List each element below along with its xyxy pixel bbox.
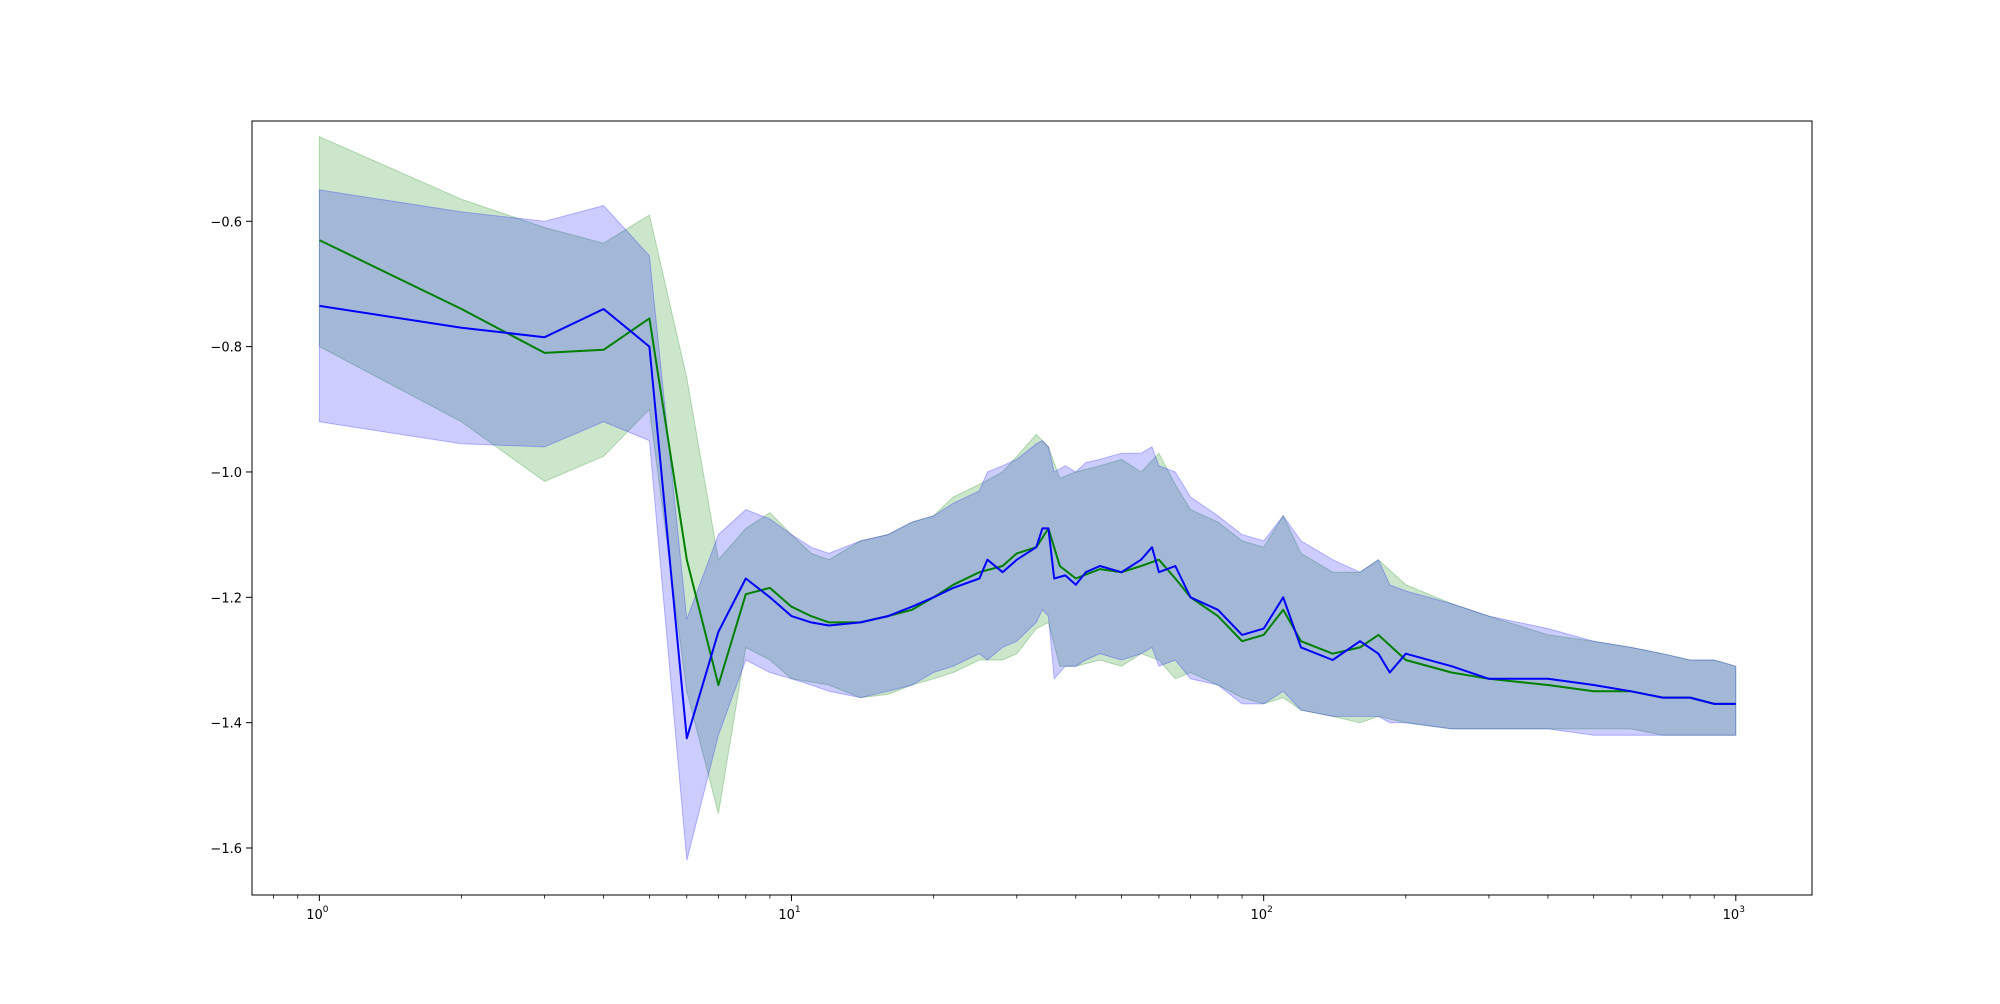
y-tick-label: −1.0 bbox=[210, 466, 242, 481]
series-2-band bbox=[318, 189, 1737, 861]
series-2-line bbox=[319, 304, 1736, 740]
y-tick-label: −0.8 bbox=[210, 341, 242, 356]
x-tick-label: 100 bbox=[306, 905, 329, 923]
x-axis: 100 101 102 103 bbox=[273, 895, 1745, 923]
series-1-band bbox=[318, 135, 1737, 814]
confidence-bands bbox=[318, 135, 1737, 861]
y-tick-label: −0.6 bbox=[210, 215, 242, 230]
series-1-line bbox=[318, 239, 1736, 705]
y-tick-label: −1.2 bbox=[210, 591, 242, 606]
y-tick-label: −1.6 bbox=[210, 842, 242, 857]
plot-area-frame bbox=[251, 120, 1813, 896]
x-tick-label: 101 bbox=[778, 905, 800, 923]
series-lines bbox=[318, 239, 1736, 740]
y-axis: −0.6 −0.8 −1.0 −1.2 −1.4 −1.6 bbox=[210, 215, 252, 857]
x-tick-label: 103 bbox=[1723, 905, 1745, 923]
y-tick-label: −1.4 bbox=[210, 717, 242, 732]
x-tick-label: 102 bbox=[1251, 905, 1273, 923]
